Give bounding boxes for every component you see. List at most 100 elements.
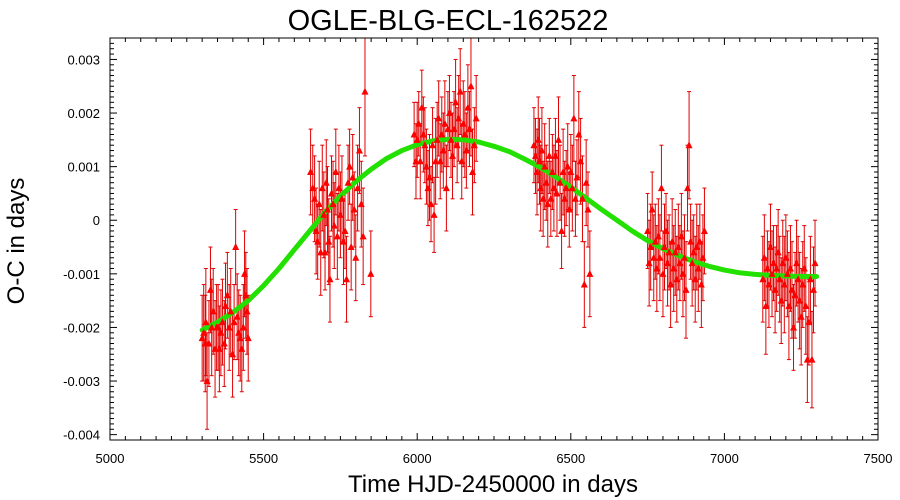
data-point: [339, 237, 347, 245]
y-tick-label: -0.004: [63, 428, 100, 443]
data-point: [215, 344, 223, 352]
data-point: [571, 194, 579, 202]
data-point: [239, 323, 247, 331]
data-point: [653, 264, 661, 272]
data-point: [433, 135, 441, 143]
data-point: [682, 285, 690, 293]
data-point: [323, 205, 331, 213]
data-point: [415, 119, 423, 127]
data-point: [802, 302, 810, 309]
data-point: [684, 184, 692, 192]
data-point: [222, 302, 230, 309]
data-point: [766, 243, 774, 251]
data-point: [419, 130, 427, 138]
data-point: [691, 275, 699, 283]
y-tick-label: -0.003: [63, 374, 100, 389]
data-point: [547, 194, 555, 202]
data-point: [700, 226, 708, 234]
data-point: [343, 275, 351, 283]
data-point: [553, 189, 561, 197]
data-point: [467, 82, 475, 90]
data-point: [214, 323, 222, 331]
data-point: [673, 275, 681, 283]
data-point: [777, 296, 785, 304]
data-point: [651, 237, 659, 245]
data-point: [468, 168, 476, 175]
data-point: [539, 194, 547, 202]
data-point: [244, 334, 252, 342]
data-point: [797, 312, 805, 320]
data-point: [664, 259, 672, 267]
data-point: [535, 157, 543, 165]
data-point: [335, 184, 343, 192]
data-point: [533, 168, 541, 175]
data-point: [341, 226, 349, 234]
data-point: [455, 114, 463, 122]
data-point: [559, 168, 567, 175]
data-point: [329, 200, 337, 208]
data-point: [429, 141, 437, 149]
data-point: [808, 355, 816, 363]
data-point: [349, 173, 357, 181]
data-point: [779, 259, 787, 267]
data-point: [206, 285, 214, 293]
data-point: [551, 151, 559, 159]
data-point: [359, 232, 367, 240]
data-point: [450, 125, 458, 133]
data-point: [452, 98, 460, 106]
data-point: [582, 178, 590, 186]
data-point: [315, 200, 323, 208]
data-point: [350, 205, 358, 213]
data-point: [312, 226, 320, 234]
plot-area: [198, 37, 820, 430]
data-point: [217, 328, 225, 336]
data-point: [229, 350, 237, 358]
data-point: [765, 280, 773, 288]
data-point: [555, 135, 563, 143]
data-point: [788, 285, 796, 293]
data-point: [198, 334, 206, 342]
data-point: [578, 194, 586, 202]
data-point: [680, 253, 688, 261]
data-point: [805, 318, 813, 326]
data-point: [445, 109, 453, 117]
data-point: [346, 162, 354, 170]
data-point: [357, 200, 365, 208]
y-tick-label: 0.002: [67, 106, 100, 121]
data-point: [220, 339, 228, 347]
data-point: [544, 200, 552, 208]
data-point: [776, 275, 784, 283]
data-point: [570, 114, 578, 122]
data-point: [410, 130, 418, 138]
data-point: [644, 226, 652, 234]
data-point: [464, 103, 472, 111]
data-point: [427, 200, 435, 208]
data-point: [697, 280, 705, 288]
data-point: [235, 328, 243, 336]
data-point: [456, 87, 464, 95]
data-point: [699, 253, 707, 261]
data-point: [354, 184, 362, 192]
data-point: [671, 248, 679, 256]
data-point: [227, 307, 235, 315]
data-point: [782, 253, 790, 261]
data-point: [438, 130, 446, 138]
data-point: [418, 103, 426, 111]
data-point: [545, 151, 553, 159]
data-point: [662, 226, 670, 234]
data-point: [338, 194, 346, 202]
data-point: [444, 125, 452, 133]
data-point: [441, 119, 449, 127]
data-point: [202, 318, 210, 326]
data-point: [696, 237, 704, 245]
data-point: [332, 168, 340, 175]
data-point: [564, 162, 572, 170]
data-point: [322, 178, 330, 186]
data-point: [657, 184, 665, 192]
data-point: [537, 184, 545, 192]
data-point: [790, 323, 798, 331]
data-point: [679, 269, 687, 277]
data-point: [648, 205, 656, 213]
data-point: [768, 269, 776, 277]
data-point: [580, 280, 588, 288]
